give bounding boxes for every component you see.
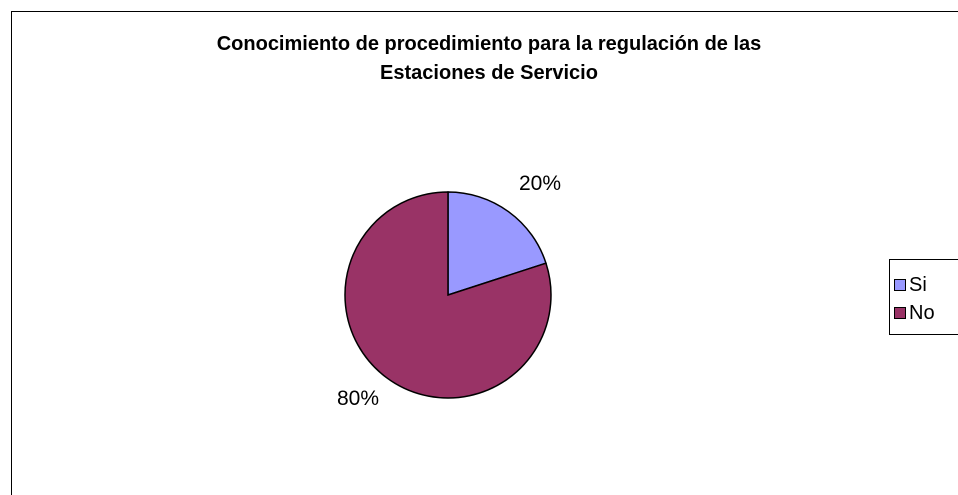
pie-slice-no — [344, 191, 552, 399]
data-label-no: 80% — [337, 387, 379, 410]
chart-title-line-2: Estaciones de Servicio — [380, 62, 598, 84]
legend-swatch-si — [894, 279, 906, 291]
legend-item-no: No — [894, 300, 935, 326]
data-label-si: 20% — [519, 172, 561, 195]
pie-chart: 20% 80% — [337, 172, 561, 410]
legend-item-si: Si — [894, 272, 927, 298]
legend-label-no: No — [909, 301, 935, 324]
legend: Si No — [889, 259, 958, 335]
chart-frame — [11, 11, 958, 495]
legend-label-si: Si — [909, 273, 927, 296]
chart-title: Conocimiento de procedimiento para la re… — [0, 30, 958, 88]
pie-slice-si — [447, 191, 547, 297]
chart-title-line-1: Conocimiento de procedimiento para la re… — [216, 33, 762, 55]
legend-swatch-no — [894, 307, 906, 319]
